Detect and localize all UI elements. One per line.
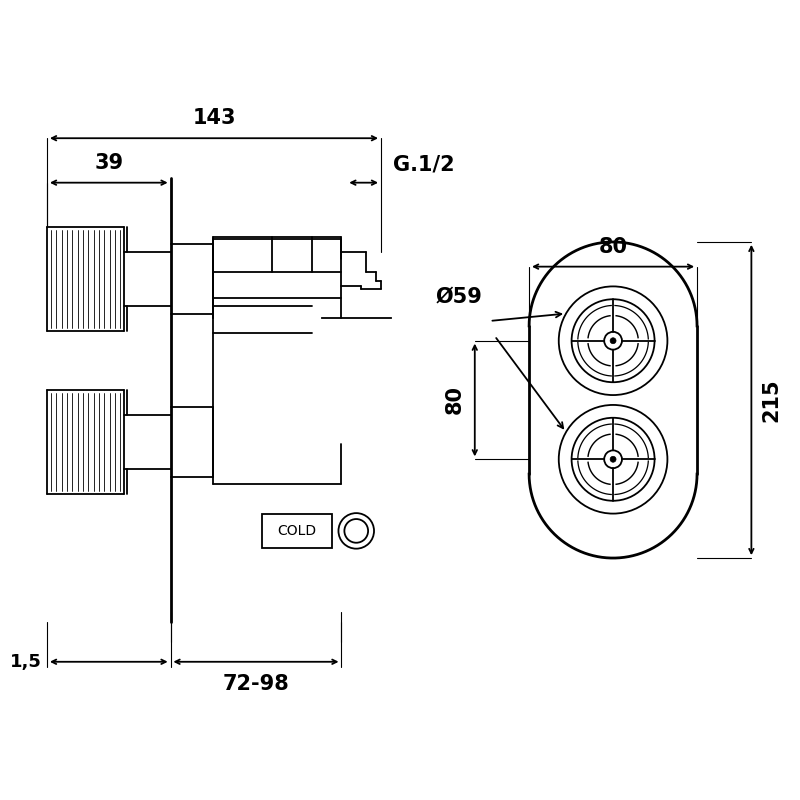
Text: 80: 80 (445, 386, 465, 414)
Bar (262, 514, 331, 548)
Text: 1,5: 1,5 (10, 653, 42, 670)
Text: 72-98: 72-98 (222, 674, 290, 694)
Text: 215: 215 (762, 378, 782, 422)
Text: 143: 143 (192, 108, 236, 128)
Text: G.1/2: G.1/2 (393, 154, 454, 174)
Circle shape (610, 456, 616, 462)
Circle shape (610, 338, 616, 344)
Text: 80: 80 (598, 237, 627, 257)
Text: COLD: COLD (278, 524, 317, 538)
Text: 39: 39 (94, 153, 123, 173)
Text: Ø59: Ø59 (435, 286, 482, 306)
